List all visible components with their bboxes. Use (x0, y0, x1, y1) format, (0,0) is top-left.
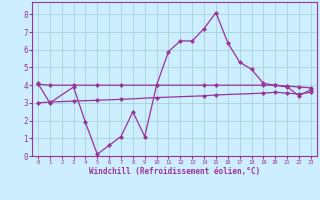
X-axis label: Windchill (Refroidissement éolien,°C): Windchill (Refroidissement éolien,°C) (89, 167, 260, 176)
